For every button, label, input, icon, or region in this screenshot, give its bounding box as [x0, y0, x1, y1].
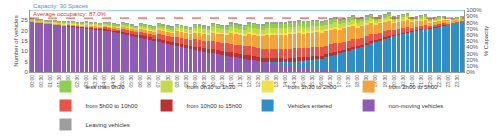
svg-text:05:00: 05:00 — [119, 75, 126, 88]
svg-text:30%: 30% — [466, 51, 479, 57]
svg-text:10%: 10% — [466, 63, 479, 69]
svg-text:21:30: 21:30 — [417, 75, 424, 88]
svg-text:5: 5 — [24, 59, 28, 65]
svg-text:17:00: 17:00 — [336, 75, 342, 88]
svg-text:18:00: 18:00 — [354, 75, 360, 88]
svg-text:14:30: 14:30 — [291, 75, 298, 88]
svg-text:from 1h30 to 2h00: from 1h30 to 2h00 — [288, 84, 337, 90]
svg-text:from 10h00 to 15h00: from 10h00 to 15h00 — [187, 103, 243, 109]
svg-text:70%: 70% — [466, 26, 479, 32]
svg-text:12:00: 12:00 — [246, 75, 252, 88]
svg-text:Number of vehicles: Number of vehicles — [13, 15, 19, 66]
svg-text:10: 10 — [21, 48, 28, 54]
svg-text:25: 25 — [21, 17, 28, 23]
svg-text:14:00: 14:00 — [282, 75, 289, 88]
svg-text:06:00: 06:00 — [137, 75, 143, 88]
svg-text:16:00: 16:00 — [318, 75, 325, 88]
svg-text:less than 0h30: less than 0h30 — [86, 84, 126, 90]
svg-text:20:00: 20:00 — [390, 75, 397, 88]
svg-text:08:30: 08:30 — [182, 75, 189, 88]
svg-text:from 2h00 to 5h00: from 2h00 to 5h00 — [389, 84, 438, 90]
svg-text:21:00: 21:00 — [408, 75, 415, 88]
svg-text:10:00: 10:00 — [209, 75, 216, 88]
svg-text:00:30: 00:30 — [38, 75, 44, 88]
svg-text:09:30: 09:30 — [200, 75, 207, 88]
svg-text:17:30: 17:30 — [345, 75, 351, 88]
svg-text:80%: 80% — [466, 20, 479, 26]
svg-text:Capacity: 30 Spaces: Capacity: 30 Spaces — [33, 3, 88, 9]
svg-text:90%: 90% — [466, 13, 479, 19]
svg-text:20:30: 20:30 — [399, 75, 406, 88]
svg-text:22:00: 22:00 — [426, 75, 433, 88]
svg-text:00:00: 00:00 — [29, 75, 35, 88]
svg-text:22:30: 22:30 — [435, 75, 442, 88]
svg-text:11:30: 11:30 — [237, 75, 243, 87]
svg-text:Vehicles entered: Vehicles entered — [288, 103, 332, 109]
svg-text:03:30: 03:30 — [92, 75, 99, 88]
svg-text:60%: 60% — [466, 32, 479, 38]
svg-text:01:00: 01:00 — [47, 75, 53, 88]
svg-text:15:00: 15:00 — [300, 75, 307, 88]
svg-text:40%: 40% — [466, 44, 479, 50]
svg-text:04:00: 04:00 — [101, 75, 108, 88]
svg-text:11:00: 11:00 — [227, 75, 234, 88]
svg-text:08:00: 08:00 — [174, 75, 180, 88]
svg-text:09:00: 09:00 — [191, 75, 198, 88]
svg-text:15: 15 — [21, 38, 28, 44]
svg-text:20: 20 — [21, 28, 28, 34]
svg-text:Leaving vehicles: Leaving vehicles — [86, 122, 130, 128]
svg-text:02:30: 02:30 — [74, 75, 80, 88]
svg-text:0: 0 — [24, 69, 28, 75]
svg-text:04:30: 04:30 — [110, 75, 117, 88]
svg-text:16:30: 16:30 — [327, 75, 334, 88]
svg-text:100%: 100% — [466, 7, 482, 13]
svg-text:05:30: 05:30 — [128, 75, 134, 88]
svg-text:% Capacity: % Capacity — [483, 26, 489, 56]
svg-text:13:30: 13:30 — [273, 75, 279, 88]
svg-text:03:00: 03:00 — [83, 75, 90, 88]
svg-text:12:30: 12:30 — [255, 75, 261, 88]
svg-text:0%: 0% — [466, 69, 475, 75]
svg-text:15:30: 15:30 — [309, 75, 316, 88]
svg-text:01:30: 01:30 — [56, 75, 62, 88]
svg-text:non-moving vehicles: non-moving vehicles — [389, 103, 444, 109]
svg-text:23:30: 23:30 — [454, 75, 460, 88]
svg-text:from 0h30 to 1h30: from 0h30 to 1h30 — [187, 84, 236, 90]
svg-text:50%: 50% — [466, 38, 479, 44]
svg-text:07:00: 07:00 — [155, 75, 162, 88]
svg-text:20%: 20% — [466, 57, 479, 63]
svg-text:10:30: 10:30 — [218, 75, 225, 88]
svg-text:19:30: 19:30 — [382, 75, 388, 88]
svg-text:19:00: 19:00 — [372, 75, 379, 88]
svg-text:Average occupancy: 87.0%: Average occupancy: 87.0% — [33, 11, 107, 17]
svg-text:06:30: 06:30 — [146, 75, 152, 88]
svg-text:from 5h00 to 10h00: from 5h00 to 10h00 — [86, 103, 139, 109]
svg-text:23:00: 23:00 — [445, 75, 451, 88]
